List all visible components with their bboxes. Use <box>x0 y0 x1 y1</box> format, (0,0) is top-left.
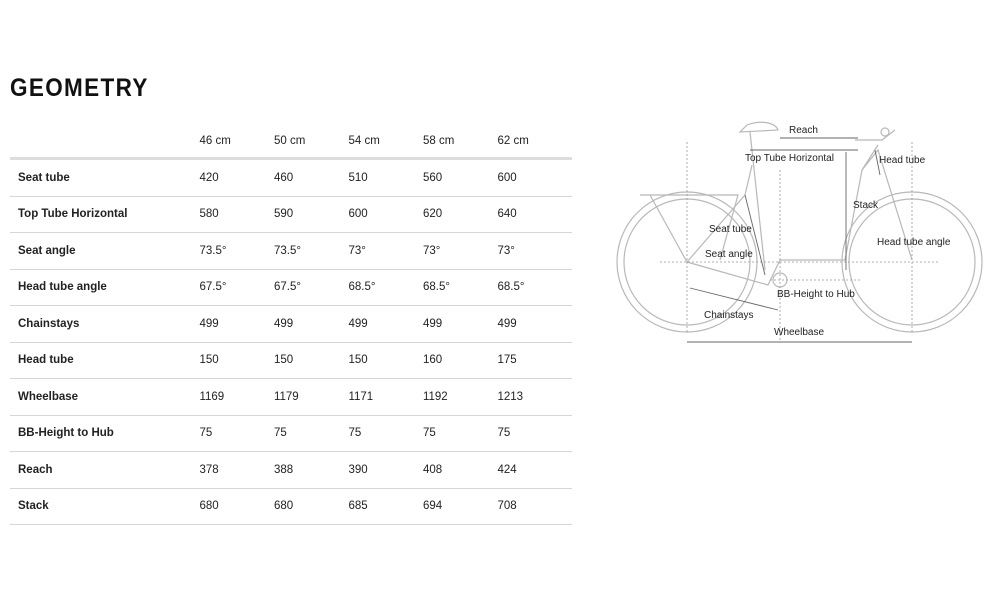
cell-value: 680 <box>199 488 274 525</box>
cell-value: 408 <box>422 451 498 489</box>
cell-value: 73° <box>422 232 498 270</box>
cell-value: 694 <box>422 488 498 525</box>
cell-value: 75 <box>273 415 349 452</box>
cell-value: 73° <box>497 232 572 270</box>
cell-value: 175 <box>497 342 572 379</box>
cell-value: 73.5° <box>273 232 349 270</box>
bike-geometry-diagram <box>616 121 983 343</box>
cell-value: 580 <box>199 196 274 233</box>
cell-value: 150 <box>348 342 423 379</box>
cell-value: 160 <box>422 342 498 379</box>
cell-value: 590 <box>273 196 349 233</box>
cell-value: 1213 <box>497 378 572 416</box>
diagram-label-bb-height: BB-Height to Hub <box>777 289 855 300</box>
diagram-label-head-tube: Head tube <box>879 155 926 166</box>
cell-value: 499 <box>273 305 349 343</box>
diagram-label-wheelbase: Wheelbase <box>774 327 825 338</box>
size-header: 50 cm <box>273 124 349 160</box>
cell-value: 424 <box>497 451 572 489</box>
cell-value: 620 <box>422 196 498 233</box>
cell-value: 150 <box>199 342 274 379</box>
size-header: 54 cm <box>348 124 423 160</box>
table-row: Head tube angle 67.5° 67.5° 68.5° 68.5° 68.5° <box>10 269 572 306</box>
cell-value: 75 <box>199 415 274 452</box>
table-row: Head tube 150 150 150 160 175 <box>10 342 572 379</box>
cell-value: 67.5° <box>199 269 274 306</box>
cell-value: 510 <box>348 158 423 197</box>
row-label: Stack <box>10 488 200 525</box>
cell-value: 600 <box>497 158 572 197</box>
diagram-label-seat-angle: Seat angle <box>705 249 753 260</box>
cell-value: 75 <box>422 415 498 452</box>
cell-value: 420 <box>199 158 274 197</box>
cell-value: 1179 <box>273 378 349 416</box>
size-header: 46 cm <box>199 124 274 160</box>
diagram-label-seat-tube: Seat tube <box>709 224 752 235</box>
cell-value: 390 <box>348 451 423 489</box>
row-label: Seat tube <box>10 158 200 197</box>
cell-value: 600 <box>348 196 423 233</box>
cell-value: 499 <box>199 305 274 343</box>
cell-value: 499 <box>348 305 423 343</box>
table-row: Top Tube Horizontal 580 590 600 620 640 <box>10 196 572 233</box>
row-label: Reach <box>10 451 200 489</box>
cell-value: 685 <box>348 488 423 525</box>
size-header: 58 cm <box>422 124 498 160</box>
cell-value: 640 <box>497 196 572 233</box>
table-row: Wheelbase 1169 1179 1171 1192 1213 <box>10 378 572 416</box>
table-row: Reach 378 388 390 408 424 <box>10 451 572 489</box>
diagram-label-head-tube-angle: Head tube angle <box>877 237 951 248</box>
table-row: BB-Height to Hub 75 75 75 75 75 <box>10 415 572 452</box>
cell-value: 680 <box>273 488 349 525</box>
diagram-label-reach: Reach <box>789 125 818 136</box>
cell-value: 68.5° <box>348 269 423 306</box>
geometry-table: 46 cm 50 cm 54 cm 58 cm 62 cm Seat tube 4… <box>10 124 572 525</box>
cell-value: 1171 <box>348 378 423 416</box>
row-label: Head tube <box>10 342 200 379</box>
cell-value: 67.5° <box>273 269 349 306</box>
row-label: Wheelbase <box>10 378 200 416</box>
cell-value: 73° <box>348 232 423 270</box>
cell-value: 460 <box>273 158 349 197</box>
diagram-label-top-tube: Top Tube Horizontal <box>745 153 834 164</box>
cell-value: 68.5° <box>422 269 498 306</box>
cell-value: 708 <box>497 488 572 525</box>
row-label: Head tube angle <box>10 269 200 306</box>
cell-value: 150 <box>273 342 349 379</box>
table-row: Seat angle 73.5° 73.5° 73° 73° 73° <box>10 232 572 270</box>
table-row: Stack 680 680 685 694 708 <box>10 488 572 525</box>
cell-value: 499 <box>497 305 572 343</box>
cell-value: 560 <box>422 158 498 197</box>
table-row: Chainstays 499 499 499 499 499 <box>10 305 572 343</box>
table-row: Seat tube 420 460 510 560 600 <box>10 158 572 197</box>
diagram-label-stack: Stack <box>853 200 879 211</box>
page-title: GEOMETRY <box>10 74 149 102</box>
cell-value: 75 <box>497 415 572 452</box>
diagram-label-chainstays: Chainstays <box>704 310 754 321</box>
row-label: Chainstays <box>10 305 200 343</box>
cell-value: 499 <box>422 305 498 343</box>
cell-value: 388 <box>273 451 349 489</box>
size-header: 62 cm <box>497 124 572 160</box>
cell-value: 68.5° <box>497 269 572 306</box>
size-header-row: 46 cm 50 cm 54 cm 58 cm 62 cm <box>10 124 572 160</box>
row-label: BB-Height to Hub <box>10 415 200 452</box>
row-label: Top Tube Horizontal <box>10 196 200 233</box>
cell-value: 75 <box>348 415 423 452</box>
cell-value: 73.5° <box>199 232 274 270</box>
cell-value: 1192 <box>422 378 498 416</box>
row-label: Seat angle <box>10 232 200 270</box>
cell-value: 378 <box>199 451 274 489</box>
cell-value: 1169 <box>199 378 274 416</box>
